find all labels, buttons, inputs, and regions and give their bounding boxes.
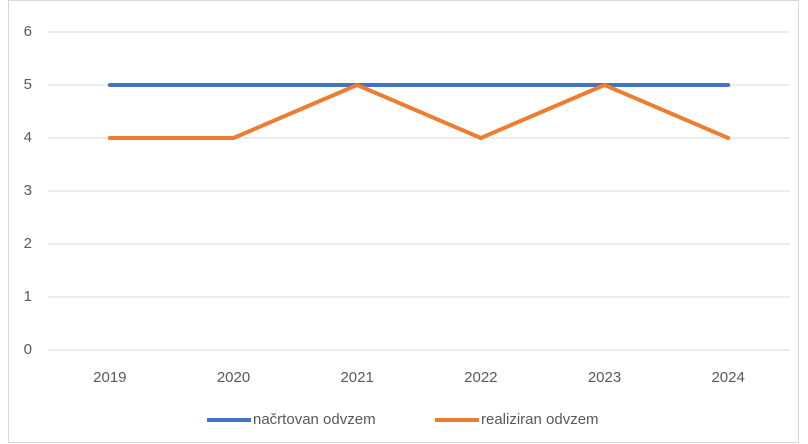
x-tick-label: 2023 [588, 369, 621, 386]
series-line [107, 83, 731, 140]
y-tick-label: 4 [24, 129, 32, 146]
y-tick-label: 5 [24, 76, 32, 93]
legend-label: načrtovan odvzem [253, 411, 376, 428]
chart-border [8, 0, 799, 443]
x-tick-label: 2020 [217, 369, 250, 386]
y-tick-label: 2 [24, 235, 32, 252]
x-tick-label: 2019 [93, 369, 126, 386]
y-tick-label: 1 [24, 288, 32, 305]
legend-label: realiziran odvzem [481, 411, 599, 428]
y-tick-label: 3 [24, 182, 32, 199]
x-tick-label: 2024 [711, 369, 744, 386]
y-tick-label: 6 [24, 23, 32, 40]
x-tick-label: 2022 [464, 369, 497, 386]
y-tick-label: 0 [24, 341, 32, 358]
x-tick-label: 2021 [340, 369, 373, 386]
